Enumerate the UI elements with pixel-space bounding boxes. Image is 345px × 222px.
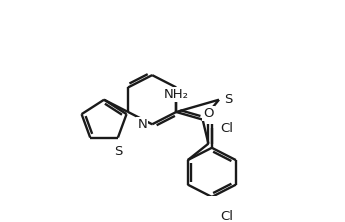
Text: Cl: Cl xyxy=(220,210,233,222)
Text: Cl: Cl xyxy=(220,122,233,135)
Text: O: O xyxy=(203,107,214,120)
Text: N: N xyxy=(137,118,147,131)
Text: S: S xyxy=(114,145,122,158)
Text: NH₂: NH₂ xyxy=(164,88,189,101)
Text: S: S xyxy=(224,93,232,106)
